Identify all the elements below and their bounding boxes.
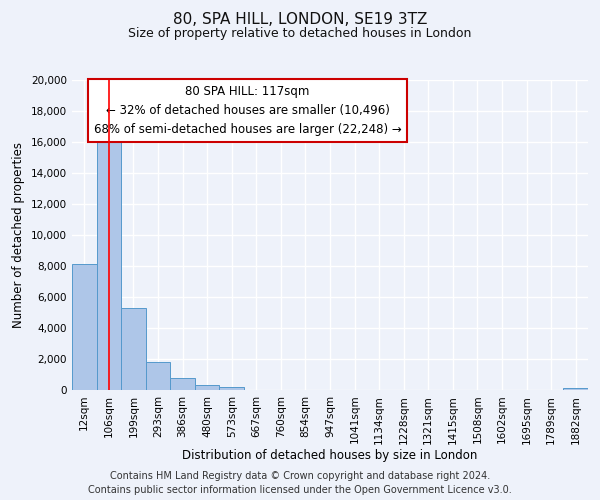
Bar [121, 308, 146, 390]
Text: 80 SPA HILL: 117sqm
← 32% of detached houses are smaller (10,496)
68% of semi-de: 80 SPA HILL: 117sqm ← 32% of detached ho… [94, 84, 401, 136]
Bar [563, 388, 588, 390]
Bar [146, 362, 170, 390]
Bar [220, 387, 244, 390]
X-axis label: Distribution of detached houses by size in London: Distribution of detached houses by size … [182, 449, 478, 462]
Bar [195, 386, 220, 390]
Bar [170, 378, 195, 390]
Text: Size of property relative to detached houses in London: Size of property relative to detached ho… [128, 28, 472, 40]
Bar [97, 132, 121, 390]
Text: 80, SPA HILL, LONDON, SE19 3TZ: 80, SPA HILL, LONDON, SE19 3TZ [173, 12, 427, 28]
Bar [72, 264, 97, 390]
Text: Contains HM Land Registry data © Crown copyright and database right 2024.
Contai: Contains HM Land Registry data © Crown c… [88, 471, 512, 495]
Y-axis label: Number of detached properties: Number of detached properties [13, 142, 25, 328]
